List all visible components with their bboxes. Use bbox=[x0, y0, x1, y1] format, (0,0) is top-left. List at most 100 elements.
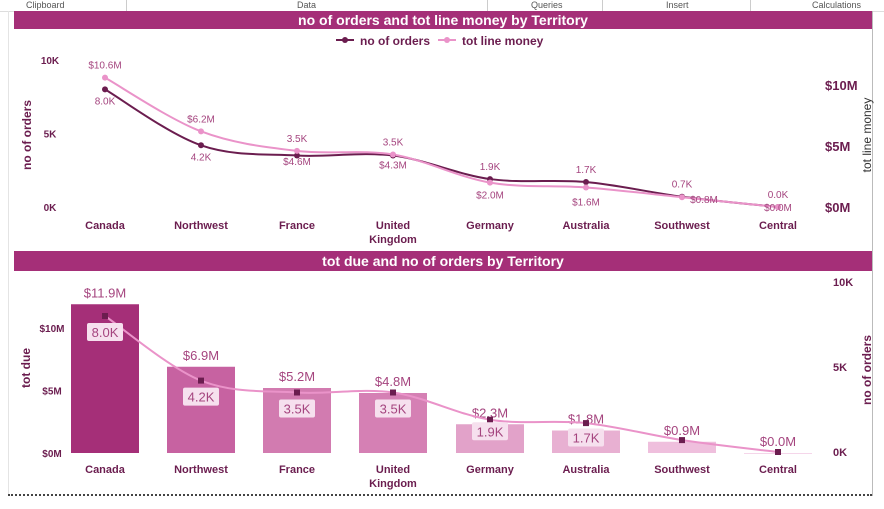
chart2-bar-data-label: $5.2M bbox=[279, 369, 315, 384]
chart2-orders-point bbox=[102, 313, 108, 319]
chart1-left-tick: 5K bbox=[44, 130, 58, 141]
chart1-category-label: United bbox=[376, 220, 410, 232]
chart2-orders-label-bg bbox=[375, 399, 411, 418]
chart2-title: tot due and no of orders by Territory bbox=[14, 251, 872, 271]
chart2-left-tick: $5M bbox=[42, 387, 61, 398]
chart2-bar-data-label: $4.8M bbox=[375, 374, 411, 389]
chart1-orders-point bbox=[102, 86, 108, 93]
ribbon-group-clipboard[interactable]: Clipboard bbox=[26, 0, 65, 10]
chart1-money-point bbox=[679, 194, 685, 201]
chart1-orders-data-label: 1.9K bbox=[480, 162, 501, 173]
legend-orders-marker bbox=[342, 37, 348, 43]
chart2-bar bbox=[263, 388, 331, 453]
chart2-orders-point bbox=[679, 437, 685, 444]
chart1-money-point bbox=[198, 128, 204, 135]
chart1-category-label: Northwest bbox=[174, 220, 228, 232]
chart2-orders-point bbox=[583, 420, 589, 427]
chart2-orders-point bbox=[294, 389, 300, 396]
ribbon-group-insert[interactable]: Insert bbox=[666, 0, 689, 10]
chart2-right-tick: 5K bbox=[833, 362, 847, 374]
chart1-orders-data-label: 8.0K bbox=[95, 96, 116, 107]
chart2-orders-data-label: 4.2K bbox=[188, 390, 215, 405]
chart2-category-label: Germany bbox=[466, 464, 515, 476]
ribbon-group-data[interactable]: Data bbox=[297, 0, 317, 10]
chart2-orders-point bbox=[390, 389, 396, 396]
chart1-money-data-label: $10.6M bbox=[88, 61, 121, 72]
chart1-money-data-label: $4.3M bbox=[379, 161, 407, 172]
chart2-orders-data-label: 1.9K bbox=[477, 424, 504, 439]
chart1-category-label: Southwest bbox=[654, 220, 710, 232]
chart2-bar-data-label: $2.3M bbox=[472, 405, 508, 420]
chart1-category-label: Central bbox=[759, 220, 797, 232]
chart2-right-tick: 0K bbox=[833, 447, 847, 459]
chart2-right-axis-title: no of orders bbox=[860, 335, 874, 405]
chart2-orders-data-label: 3.5K bbox=[380, 402, 407, 417]
chart1-money-data-label: $4.6M bbox=[283, 157, 311, 168]
chart1-orders-data-label: 0.7K bbox=[672, 180, 693, 191]
chart1-left-tick: 0K bbox=[44, 203, 58, 214]
chart1-right-tick: $10M bbox=[825, 78, 858, 93]
chart2-orders-point bbox=[775, 449, 781, 455]
chart1-orders-data-label: 3.5K bbox=[287, 134, 308, 145]
chart1-category-label: Australia bbox=[562, 220, 610, 232]
chart2-orders-label-bg bbox=[472, 422, 508, 441]
chart2-category-label: Canada bbox=[85, 464, 126, 476]
chart1-orders-data-label: 4.2K bbox=[191, 152, 212, 163]
chart2-orders-data-label: 3.5K bbox=[284, 402, 311, 417]
chart1-money-point bbox=[390, 151, 396, 158]
chart1-right-tick: $0M bbox=[825, 200, 850, 215]
ribbon-group-calculations[interactable]: Calculations bbox=[812, 0, 862, 10]
chart1-category-label: Canada bbox=[85, 220, 126, 232]
chart2-orders-point bbox=[198, 377, 204, 384]
chart2-bar-data-label: $0.9M bbox=[664, 423, 700, 438]
page-divider bbox=[8, 494, 872, 496]
chart1-left-tick: 10K bbox=[41, 56, 60, 67]
canvas-border-left bbox=[8, 11, 9, 496]
chart2-orders-label-bg bbox=[568, 428, 604, 447]
chart1-right-axis-title: tot line money bbox=[860, 98, 874, 173]
ribbon-group-queries[interactable]: Queries bbox=[531, 0, 563, 10]
chart2-orders-data-label: 1.7K bbox=[573, 431, 600, 446]
chart2-left-tick: $10M bbox=[39, 324, 64, 335]
chart1-money-line bbox=[104, 76, 779, 208]
chart1-money-point bbox=[775, 204, 781, 210]
chart2-orders-point bbox=[487, 416, 493, 423]
chart1-orders-point bbox=[294, 152, 300, 159]
chart1-orders-data-label: 3.5K bbox=[383, 138, 404, 149]
chart1-money-point bbox=[487, 179, 493, 186]
legend-money-label: tot line money bbox=[462, 34, 544, 48]
legend-orders-label: no of orders bbox=[360, 34, 430, 48]
chart1-right-tick: $5M bbox=[825, 139, 850, 154]
chart2-bar-data-label: $6.9M bbox=[183, 348, 219, 363]
chart1-title: no of orders and tot line money by Terri… bbox=[14, 11, 872, 29]
chart1-money-point bbox=[583, 184, 589, 191]
chart1-orders-point bbox=[583, 179, 589, 186]
canvas-border-right bbox=[872, 11, 873, 496]
chart2-category-label: Central bbox=[759, 464, 797, 476]
chart2-orders-label-bg bbox=[183, 387, 219, 406]
chart2-category-label: Northwest bbox=[174, 464, 228, 476]
chart1-money-point bbox=[102, 74, 108, 81]
chart1-orders-point bbox=[198, 142, 204, 149]
chart2-left-tick: $0M bbox=[42, 449, 61, 460]
chart1-orders-data-label: 1.7K bbox=[576, 165, 597, 176]
chart1-money-data-label: $6.2M bbox=[187, 114, 215, 125]
chart2-bar-data-label: $0.0M bbox=[760, 434, 796, 449]
chart2-category-label: France bbox=[279, 464, 315, 476]
legend-money-marker bbox=[444, 37, 450, 43]
chart1-category-label: Kingdom bbox=[369, 234, 417, 246]
chart1-money-data-label: $1.6M bbox=[572, 197, 600, 208]
chart1-money-data-label: $0.8M bbox=[690, 195, 718, 206]
chart2-category-label: Southwest bbox=[654, 464, 710, 476]
chart1-money-point bbox=[294, 147, 300, 154]
chart2-category-label: Australia bbox=[562, 464, 610, 476]
chart2-bar bbox=[648, 441, 716, 453]
chart2-category-label: United bbox=[376, 464, 410, 476]
chart1-left-axis-title: no of orders bbox=[20, 100, 34, 170]
chart2-orders-label-bg bbox=[87, 323, 123, 341]
chart2-bar-data-label: $11.9M bbox=[84, 285, 126, 300]
chart1-category-label: France bbox=[279, 220, 315, 232]
chart1-category-label: Germany bbox=[466, 220, 515, 232]
chart2-orders-line bbox=[104, 315, 779, 453]
